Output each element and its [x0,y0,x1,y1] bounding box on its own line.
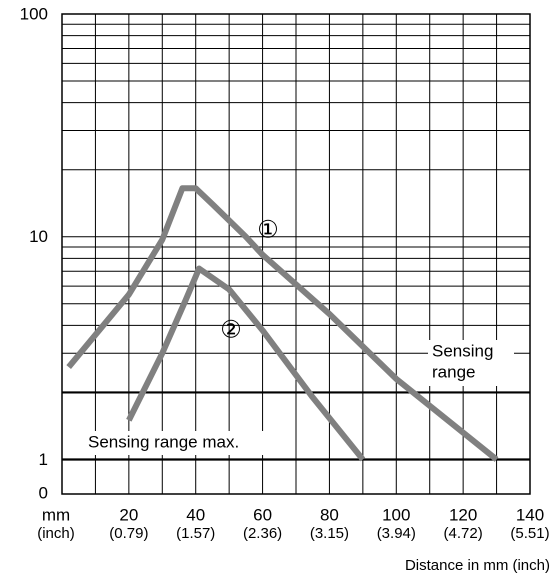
annotation: Sensing [432,341,493,360]
x-tick-sublabel: (3.15) [310,525,349,542]
x-axis-title: Distance in mm (inch) [405,557,550,574]
label-bg [428,340,514,386]
x-unit-label: mm [42,505,70,524]
line [66,185,499,462]
x-tick-label: 60 [253,505,272,524]
x-tick-label: 100 [382,505,410,524]
x-tick-label: 80 [320,505,339,524]
x-tick-sublabel: (1.57) [176,525,215,542]
annotation: range [432,362,475,381]
label-bg [84,431,266,455]
series-label: ① [257,216,279,243]
series-label: ② [220,316,242,343]
x-tick-sublabel: (4.72) [444,525,483,542]
x-tick-label: 40 [186,505,205,524]
x-unit-sublabel: (inch) [37,525,75,542]
x-tick-sublabel: (3.94) [377,525,416,542]
x-tick-sublabel: (5.51) [510,525,549,542]
y-tick-label: 1 [39,450,48,469]
y-tick-label: 10 [29,227,48,246]
x-tick-label: 140 [516,505,544,524]
x-tick-label: 120 [449,505,477,524]
line [126,265,366,462]
plot-frame [61,13,531,495]
y-tick-label: 100 [20,4,48,23]
y-origin-label: 0 [39,483,48,502]
x-tick-label: 20 [119,505,138,524]
x-tick-sublabel: (2.36) [243,525,282,542]
x-tick-sublabel: (0.79) [109,525,148,542]
annotation: Sensing range max. [88,432,239,451]
